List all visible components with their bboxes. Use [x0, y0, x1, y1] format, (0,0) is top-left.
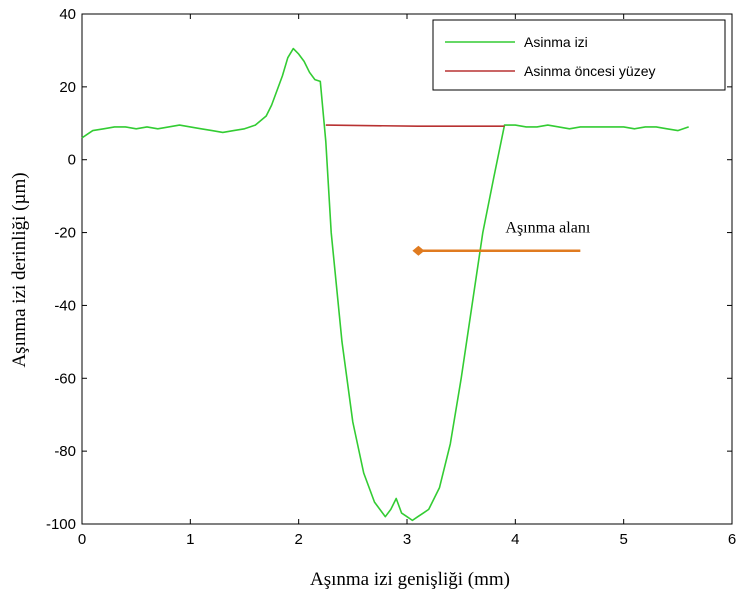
- x-tick-label: 4: [511, 531, 519, 548]
- legend: Asinma izi Asinma öncesi yüzey: [432, 19, 726, 91]
- legend-label-asinma-izi: Asinma izi: [524, 34, 588, 50]
- y-tick-label: -40: [54, 297, 76, 314]
- y-tick-label: -100: [46, 516, 76, 533]
- series-layer: [81, 47, 689, 522]
- y-tick-label: 40: [59, 6, 76, 23]
- y-tick-label: -80: [54, 443, 76, 460]
- y-tick-label: 20: [59, 79, 76, 96]
- x-tick-label: 0: [78, 531, 86, 548]
- x-tick-label: 1: [186, 531, 194, 548]
- x-tick-label: 5: [619, 531, 627, 548]
- annotation-arrow-head: [412, 245, 425, 256]
- y-tick-label: 0: [68, 152, 76, 169]
- y-tick-label: -60: [54, 370, 76, 387]
- legend-box: [432, 19, 726, 91]
- x-tick-label: 2: [294, 531, 302, 548]
- y-axis-title: Aşınma izi derinliği (µm): [9, 172, 30, 367]
- annotation-label: Aşınma alanı: [505, 220, 590, 237]
- series-line-1: [325, 124, 505, 127]
- x-tick-label: 3: [403, 531, 411, 548]
- y-tick-label: -20: [54, 225, 76, 242]
- series-line-0: [81, 47, 689, 522]
- x-tick-label: 6: [728, 531, 736, 548]
- annotation: Aşınma alanı: [412, 220, 591, 256]
- axis-ticks: 0 1 2 3 4 5 6 40 20 0 -20 -40 -60 -80 -100: [46, 6, 736, 548]
- legend-label-asinma-oncesi-yuzey: Asinma öncesi yüzey: [524, 63, 656, 79]
- plot-area: [81, 13, 733, 525]
- x-axis-title: Aşınma izi genişliği (mm): [310, 569, 510, 590]
